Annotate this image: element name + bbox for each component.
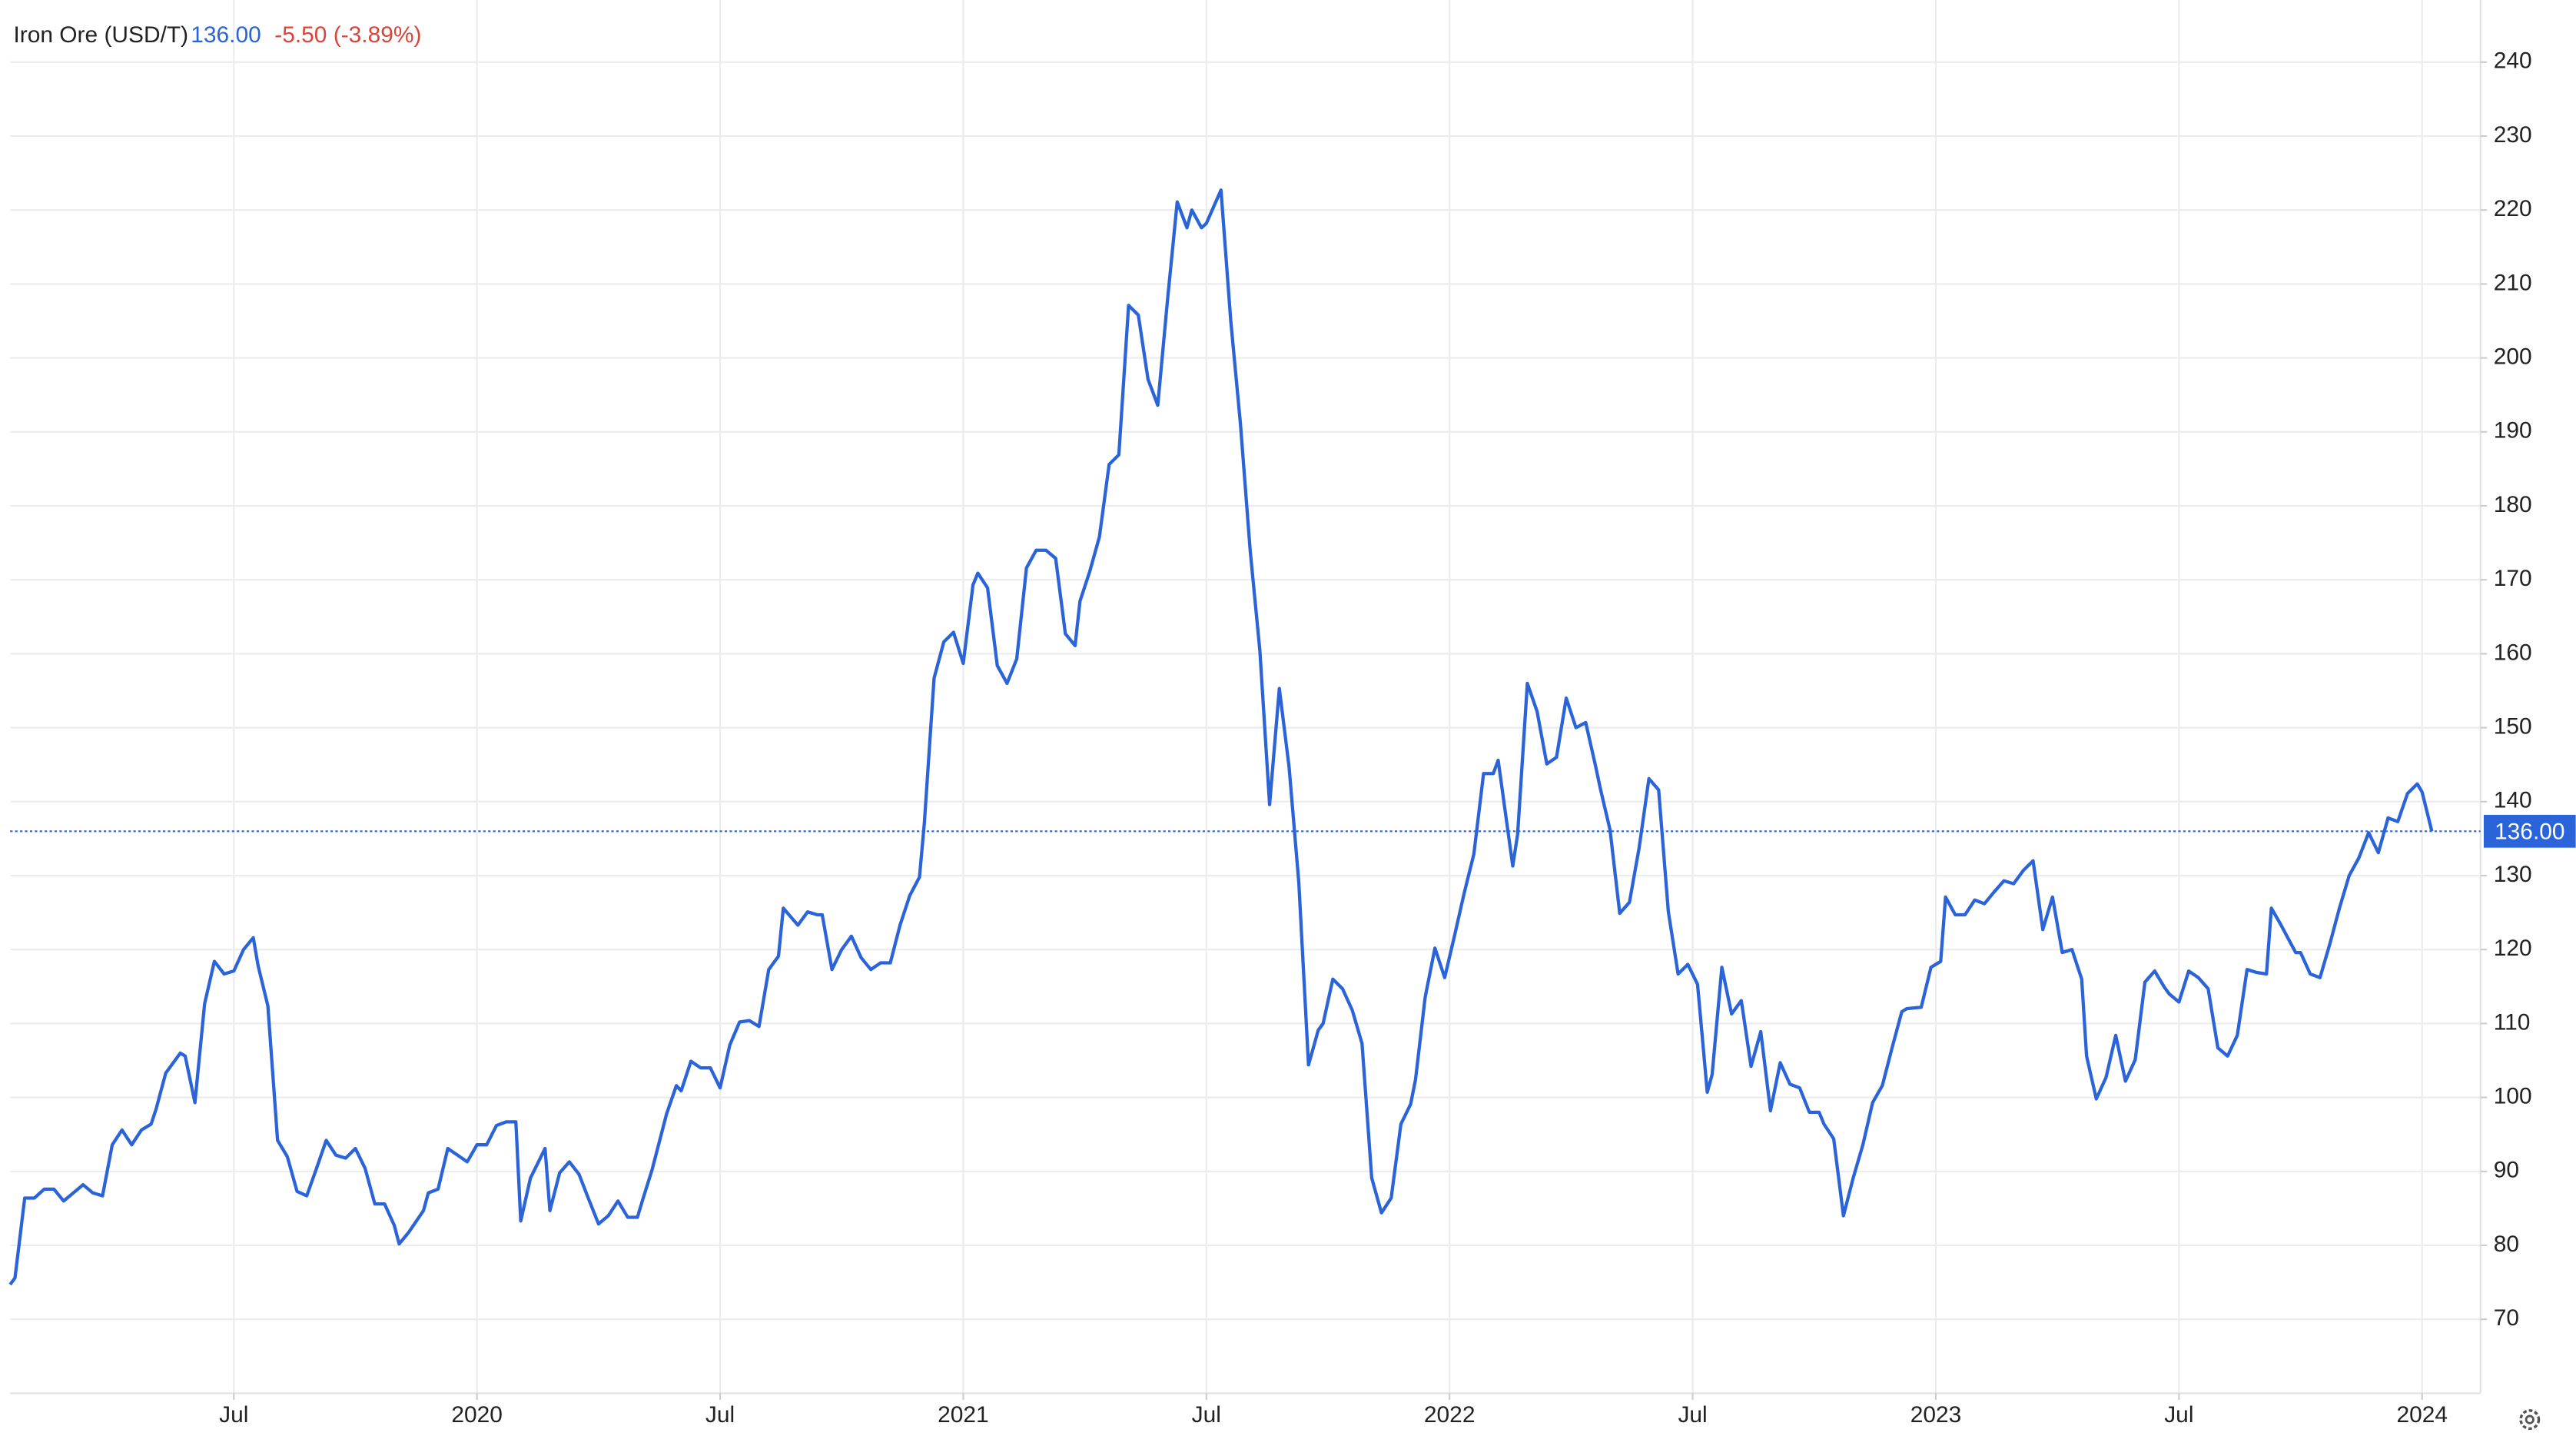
y-tick-label: 130	[2494, 862, 2532, 887]
x-tick-label: Jul	[2164, 1402, 2193, 1428]
x-tick-label: Jul	[705, 1402, 735, 1428]
header-price: 136.00	[191, 22, 261, 48]
chart-title: Iron Ore (USD/T)	[13, 22, 188, 48]
y-tick-label: 240	[2494, 48, 2532, 74]
x-tick-label: 2020	[451, 1402, 503, 1428]
price-line	[8, 188, 2434, 1286]
y-tick-label: 90	[2494, 1158, 2519, 1183]
y-tick-label: 190	[2494, 418, 2532, 444]
y-tick-label: 150	[2494, 714, 2532, 740]
y-tick-label: 70	[2494, 1305, 2519, 1331]
y-tick-label: 120	[2494, 936, 2532, 961]
y-tick-label: 80	[2494, 1232, 2519, 1257]
y-tick-label: 170	[2494, 566, 2532, 591]
last-value-box	[2483, 814, 2576, 848]
y-tick-label: 100	[2494, 1084, 2532, 1109]
x-tick-label: 2023	[1910, 1402, 1962, 1428]
x-tick-label: Jul	[1678, 1402, 1707, 1428]
y-tick-label: 160	[2494, 640, 2532, 665]
gear-hub	[2525, 1414, 2535, 1424]
header-change: -5.50 (-3.89%)	[274, 22, 421, 48]
y-tick-label: 200	[2494, 344, 2532, 370]
settings-icon[interactable]	[2519, 1409, 2541, 1431]
x-tick-label: 2022	[1424, 1402, 1476, 1428]
x-tick-label: 2021	[938, 1402, 989, 1428]
y-tick-label: 220	[2494, 196, 2532, 221]
gear-outline	[2519, 1409, 2541, 1431]
x-tick-label: Jul	[219, 1402, 248, 1428]
x-tick-label: Jul	[1192, 1402, 1221, 1428]
x-tick-label: 2024	[2396, 1402, 2448, 1428]
last-value-label: 136.00	[2495, 819, 2564, 844]
y-tick-label: 180	[2494, 492, 2532, 517]
y-tick-label: 210	[2494, 270, 2532, 295]
grid	[10, 0, 2481, 1394]
y-tick-label: 110	[2494, 1009, 2531, 1035]
y-tick-label: 230	[2494, 122, 2532, 148]
y-tick-label: 140	[2494, 788, 2532, 813]
